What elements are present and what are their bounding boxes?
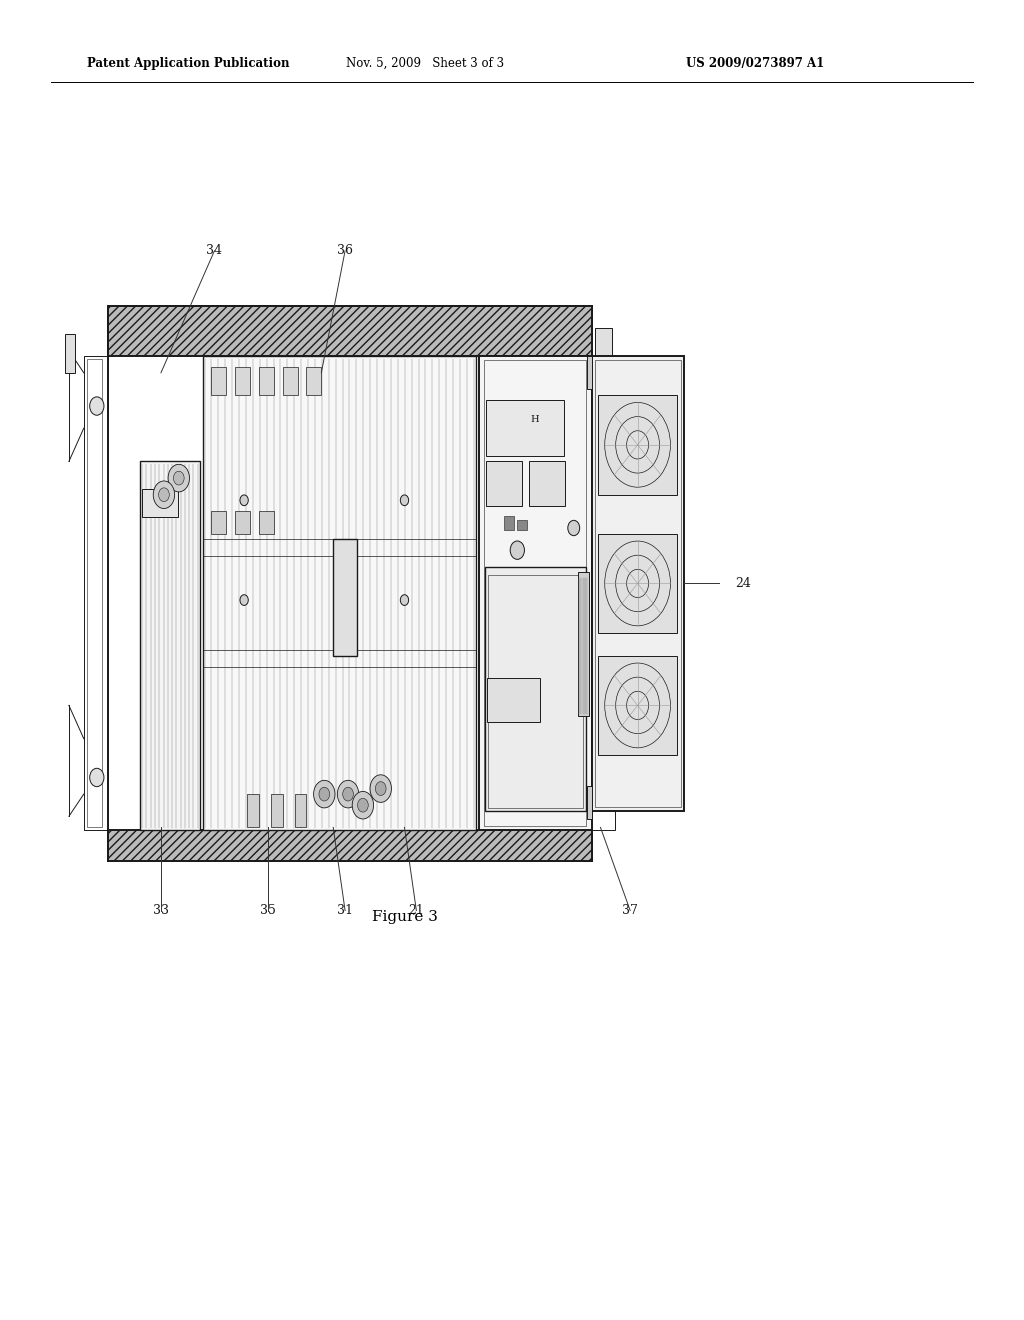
Circle shape (318, 787, 330, 801)
Bar (517, 520, 526, 529)
Circle shape (400, 595, 409, 606)
Bar (487, 576, 583, 808)
Bar (598, 533, 677, 634)
Bar (87, 359, 101, 828)
Circle shape (337, 780, 358, 808)
Circle shape (168, 465, 189, 492)
Bar (598, 656, 677, 755)
Text: 21: 21 (409, 904, 424, 917)
Bar (588, 356, 592, 389)
Circle shape (357, 799, 369, 812)
Bar (484, 566, 586, 810)
Text: H: H (530, 416, 540, 425)
Circle shape (352, 792, 374, 818)
Bar (259, 367, 273, 395)
Circle shape (343, 787, 353, 801)
Bar (484, 360, 587, 826)
Circle shape (173, 471, 184, 484)
Circle shape (510, 541, 524, 560)
Text: 35: 35 (260, 904, 275, 917)
Circle shape (370, 775, 391, 803)
Circle shape (240, 595, 248, 606)
Bar (595, 329, 612, 364)
Bar (306, 367, 322, 395)
Bar (592, 356, 684, 810)
Circle shape (90, 768, 104, 787)
Bar (479, 356, 592, 830)
Bar (529, 462, 565, 506)
Circle shape (240, 495, 248, 506)
Circle shape (159, 488, 169, 502)
Circle shape (568, 520, 580, 536)
Text: 33: 33 (153, 904, 169, 917)
Text: 37: 37 (623, 904, 638, 917)
Bar (487, 677, 541, 722)
Bar (283, 367, 298, 395)
Bar (588, 785, 592, 818)
Text: 34: 34 (207, 244, 222, 257)
Bar (259, 511, 273, 533)
Circle shape (376, 781, 386, 796)
Text: Patent Application Publication: Patent Application Publication (87, 57, 290, 70)
Bar (247, 795, 259, 828)
Circle shape (313, 780, 335, 808)
Bar (142, 490, 177, 517)
Bar (486, 400, 563, 455)
Bar (595, 360, 681, 807)
Bar (333, 539, 357, 656)
Circle shape (154, 480, 175, 508)
Text: 24: 24 (735, 577, 751, 590)
Bar (236, 367, 250, 395)
Bar (504, 516, 514, 529)
Bar (592, 356, 615, 830)
Bar (84, 356, 108, 830)
Bar (236, 511, 250, 533)
Bar (486, 462, 522, 506)
Bar (212, 511, 226, 533)
Bar (65, 334, 76, 372)
Bar (295, 795, 306, 828)
Bar (108, 306, 592, 356)
Bar (270, 795, 283, 828)
Bar (140, 462, 200, 830)
Text: Nov. 5, 2009   Sheet 3 of 3: Nov. 5, 2009 Sheet 3 of 3 (346, 57, 504, 70)
Bar (212, 367, 226, 395)
Circle shape (90, 397, 104, 416)
Text: 36: 36 (337, 244, 353, 257)
Text: Figure 3: Figure 3 (372, 911, 437, 924)
Bar (598, 395, 677, 495)
Text: 31: 31 (337, 904, 353, 917)
Bar (108, 830, 592, 861)
Text: US 2009/0273897 A1: US 2009/0273897 A1 (686, 57, 824, 70)
Bar (579, 573, 589, 717)
Bar (108, 306, 592, 861)
Bar (203, 356, 476, 830)
Circle shape (400, 495, 409, 506)
Circle shape (602, 418, 616, 437)
